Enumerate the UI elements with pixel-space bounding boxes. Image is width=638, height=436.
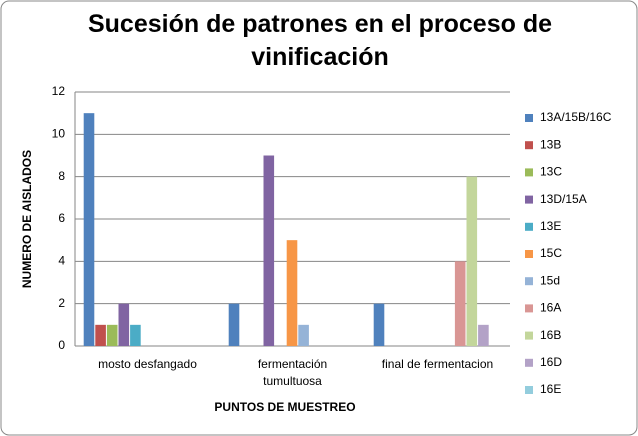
bar	[228, 303, 240, 346]
bar	[130, 324, 141, 346]
chart-title: Sucesión de patrones en el proceso de vi…	[87, 10, 553, 71]
legend-label: 13D/15A	[540, 192, 587, 206]
legend-swatch	[525, 386, 533, 394]
legend-label: 13C	[540, 165, 562, 179]
bar	[466, 176, 478, 346]
bar	[454, 261, 466, 346]
legend-label: 13E	[540, 219, 561, 233]
x-tick-label: fermentación tumultuosa	[257, 357, 328, 388]
y-axis-label: NUMERO DE AISLADOS	[20, 150, 34, 288]
bar	[286, 240, 298, 346]
bar	[106, 324, 118, 346]
legend-swatch	[525, 277, 533, 286]
legend-label: 13B	[540, 137, 561, 151]
legend-label: 15d	[540, 273, 560, 287]
legend-label: 13A/15B/16C	[540, 110, 612, 124]
bar	[478, 324, 489, 346]
x-tick-label: mosto desfangado	[98, 357, 197, 371]
y-tick-label: 4	[58, 254, 65, 268]
legend-label: 16B	[540, 328, 561, 342]
legend-label: 16E	[540, 382, 561, 396]
x-axis-label: PUNTOS DE MUESTREO	[214, 400, 355, 414]
legend-swatch	[525, 358, 533, 367]
bar	[298, 324, 309, 346]
legend-swatch	[525, 304, 533, 313]
legend-swatch	[525, 168, 533, 177]
legend-swatch	[525, 114, 533, 122]
legend-swatch	[525, 141, 533, 150]
legend-label: 15C	[540, 246, 562, 260]
bar	[83, 113, 95, 347]
bar	[118, 303, 130, 346]
bar	[95, 324, 106, 346]
y-tick-label: 2	[58, 296, 65, 310]
y-tick-label: 8	[58, 169, 65, 183]
legend-swatch	[525, 222, 533, 231]
legend-label: 16D	[540, 355, 562, 369]
legend-label: 16A	[540, 301, 561, 315]
y-tick-label: 0	[58, 338, 65, 352]
x-tick-label: final de fermentacion	[381, 357, 494, 371]
y-tick-label: 12	[52, 84, 66, 98]
y-tick-label: 10	[52, 127, 66, 141]
y-tick-label: 6	[58, 211, 65, 225]
bar	[373, 303, 385, 346]
legend-swatch	[525, 195, 533, 204]
legend-swatch	[525, 250, 533, 258]
bar	[263, 155, 275, 346]
legend-swatch	[525, 331, 533, 340]
